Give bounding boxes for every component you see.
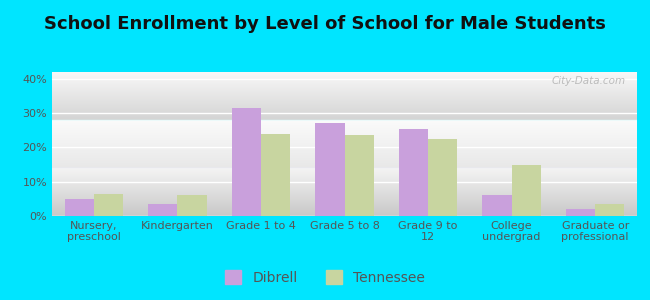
Bar [94, 194, 123, 216]
Bar [315, 123, 344, 216]
Bar [482, 195, 512, 216]
Legend: Dibrell, Tennessee: Dibrell, Tennessee [219, 264, 431, 290]
Bar [344, 135, 374, 216]
Bar [512, 165, 541, 216]
Bar [177, 195, 207, 216]
Text: City-Data.com: City-Data.com [551, 76, 625, 86]
Text: School Enrollment by Level of School for Male Students: School Enrollment by Level of School for… [44, 15, 606, 33]
Bar [566, 209, 595, 216]
Bar [64, 199, 94, 216]
Bar [428, 139, 458, 216]
Bar [261, 134, 290, 216]
Bar [399, 129, 428, 216]
Bar [148, 204, 177, 216]
Bar [231, 108, 261, 216]
Bar [595, 204, 625, 216]
